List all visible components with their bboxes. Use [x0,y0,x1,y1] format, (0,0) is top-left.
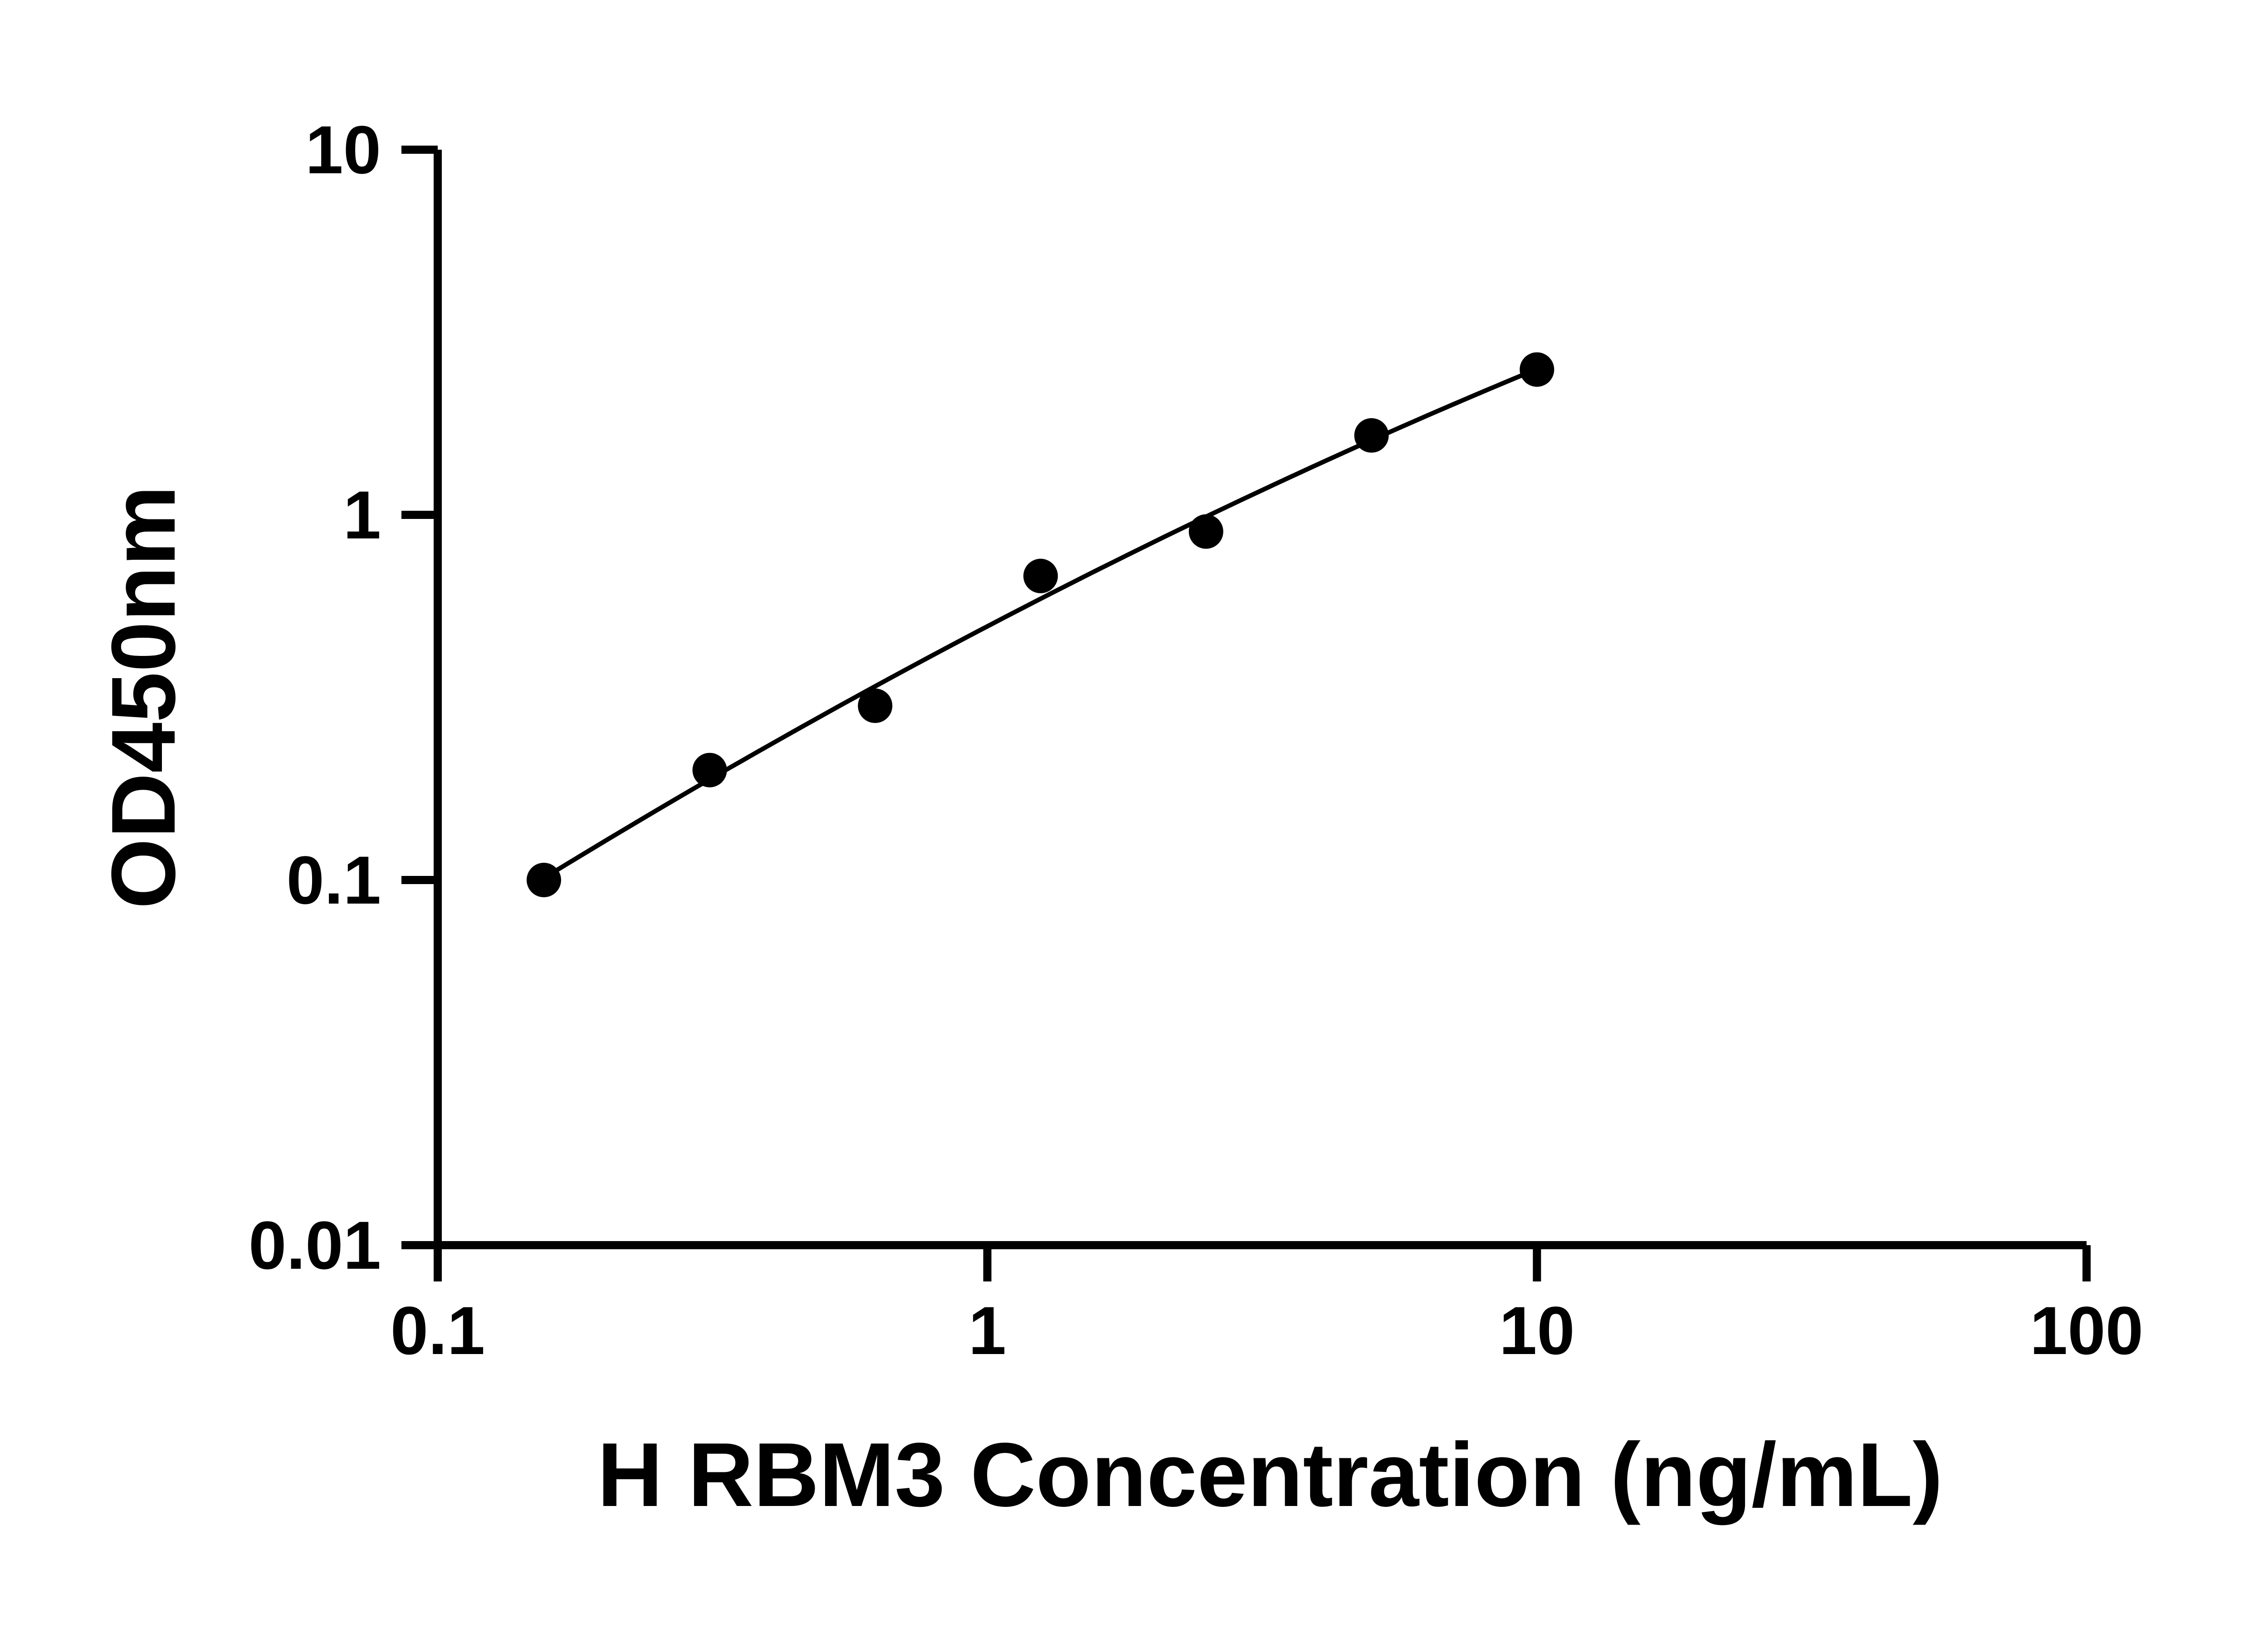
x-tick-label: 10 [1499,1292,1575,1369]
x-axis-title: H RBM3 Concentration (ng/mL) [597,1424,1943,1525]
y-tick-label: 0.1 [286,842,381,918]
data-point [858,688,893,723]
data-point [527,863,561,897]
data-point [1023,558,1058,593]
x-tick-label: 1 [968,1292,1006,1369]
y-tick-label: 0.01 [249,1207,381,1283]
data-point [1354,418,1389,453]
fit-curve [543,367,1538,880]
x-tick-label: 0.1 [391,1292,485,1369]
axes [434,150,2087,1249]
data-point [1188,514,1223,549]
y-tick-label: 10 [305,112,381,188]
data-point [1520,352,1554,387]
data-point [692,753,727,787]
x-tick-label: 100 [2030,1292,2143,1369]
y-tick-label: 1 [343,477,381,553]
y-axis-title: OD450nm [93,485,194,909]
